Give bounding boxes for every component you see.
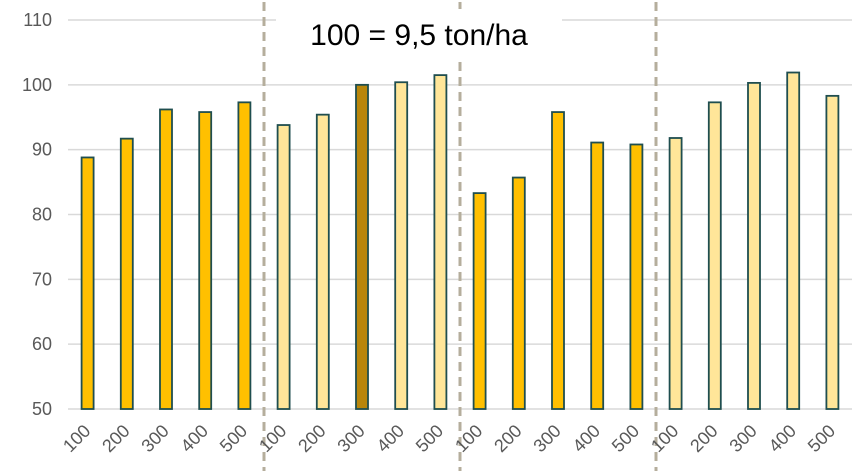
- x-tick-label: 400: [373, 421, 408, 456]
- bar-20: [825, 94, 840, 410]
- bar-11: [472, 192, 487, 410]
- bar-7: [315, 113, 330, 410]
- x-tick-label: 200: [490, 421, 525, 456]
- x-tick-label: 500: [216, 421, 251, 456]
- x-tick-label: 400: [177, 421, 212, 456]
- title-background: [276, 9, 562, 57]
- y-tick-label: 50: [32, 399, 52, 419]
- bar-4: [198, 111, 213, 410]
- bar-5: [237, 101, 252, 410]
- x-tick-label: 300: [529, 421, 564, 456]
- x-tick-label: 500: [804, 421, 839, 456]
- x-tick-label: 200: [686, 421, 721, 456]
- y-tick-label: 70: [32, 269, 52, 289]
- y-tick-label: 60: [32, 334, 52, 354]
- bar-2: [119, 137, 134, 410]
- bar-14: [590, 141, 605, 410]
- bar-layer: [80, 71, 840, 410]
- x-tick-label: 500: [608, 421, 643, 456]
- x-tick-label: 100: [59, 421, 94, 456]
- y-tick-label: 90: [32, 140, 52, 160]
- bar-17: [707, 101, 722, 410]
- y-tick-label: 80: [32, 205, 52, 225]
- x-tick-label: 400: [569, 421, 604, 456]
- y-tick-label: 110: [23, 10, 52, 30]
- x-tick-layer: 100 200 300 400 500 100 200 300 400 500 100 200 300 4…: [59, 421, 839, 456]
- group-divider-layer: [262, 2, 658, 471]
- x-tick-label: 200: [98, 421, 133, 456]
- bar-9: [394, 81, 409, 410]
- x-tick-label: 300: [333, 421, 368, 456]
- bar-10: [433, 74, 448, 410]
- bar-3: [159, 108, 173, 410]
- bar-12: [511, 176, 526, 410]
- bar-18: [747, 81, 761, 410]
- y-tick-label: 100: [22, 75, 52, 95]
- x-tick-label: 100: [647, 421, 682, 456]
- bar-19: [786, 71, 801, 410]
- bar-13: [551, 111, 565, 410]
- chart-title: 100 = 9,5 ton/ha: [310, 19, 528, 52]
- bar-8: [355, 83, 369, 410]
- bar-16: [668, 137, 683, 410]
- x-tick-label: 500: [412, 421, 447, 456]
- x-tick-label: 200: [294, 421, 329, 456]
- x-tick-label: 100: [255, 421, 290, 456]
- y-tick-layer: 50 60 70 80 90 100 110: [22, 10, 52, 419]
- bar-1: [80, 156, 95, 410]
- x-tick-label: 300: [137, 421, 172, 456]
- bar-15: [629, 143, 644, 410]
- bar-6: [276, 124, 291, 410]
- x-tick-label: 100: [451, 421, 486, 456]
- x-tick-label: 300: [725, 421, 760, 456]
- x-tick-label: 400: [765, 421, 800, 456]
